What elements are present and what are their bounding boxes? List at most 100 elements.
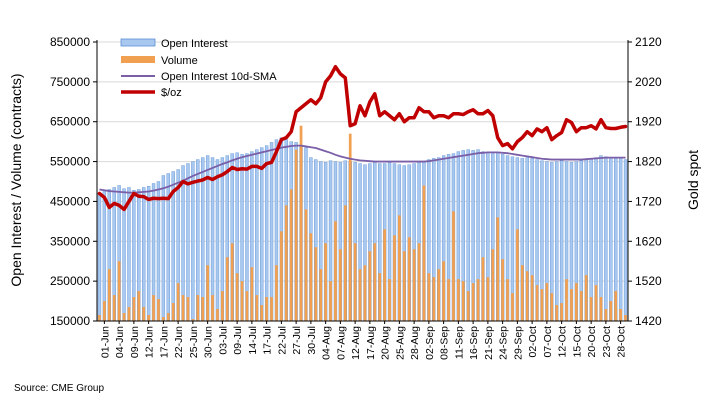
left-axis-ticks: 150000 250000 350000 450000 550000 650000 7500… — [50, 35, 97, 328]
volume-bar-04-Jun — [112, 295, 116, 321]
y2-tick-label-0: 1420 — [635, 314, 662, 328]
volume-bar-12-Oct — [565, 279, 568, 321]
volume-bar-26-Jun — [191, 319, 195, 321]
y2-tick-label-2: 1620 — [635, 234, 662, 248]
x-tick-label-14: 30-Jul — [306, 326, 318, 355]
oi-bar-09-Jun — [127, 187, 131, 322]
x-tick-label-16: 07-Aug — [335, 326, 347, 360]
volume-bar-09-Jun — [127, 307, 131, 321]
y-tick-label-3: 450000 — [50, 194, 90, 208]
oi-bar-01-Jun — [97, 193, 102, 322]
volume-bar-30-Jun — [201, 297, 205, 321]
volume-bar-02-Oct — [535, 285, 539, 321]
oi-bar-15-Jun — [146, 186, 151, 322]
oi-bar-12-Jun — [142, 187, 146, 322]
x-tick-label-27: 24-Sep — [498, 326, 510, 360]
x-tick-label-17: 12-Aug — [350, 326, 362, 360]
volume-bar-10-Aug — [343, 205, 347, 321]
volume-bar-05-Aug — [329, 281, 332, 321]
volume-bar-28-Oct — [624, 315, 627, 321]
y2-tick-label-1: 1520 — [635, 274, 662, 288]
volume-bar-15-Oct — [579, 291, 583, 321]
volume-bar-10-Jun — [132, 297, 136, 321]
legend-label-sma: Open Interest 10d-SMA — [161, 71, 277, 83]
x-tick-label-31: 12-Oct — [557, 326, 569, 358]
volume-bar-07-Sep — [442, 261, 445, 321]
y-tick-label-4: 550000 — [50, 155, 90, 169]
volume-bar-07-Jul — [225, 257, 229, 321]
y-axis-title: Open Interest / Volume (contracts) — [8, 73, 24, 286]
volume-bar-05-Jun — [117, 261, 121, 321]
volume-bar-03-Jul — [216, 309, 219, 321]
volume-bar-08-Sep — [447, 279, 450, 321]
oi-bar-17-Jul — [264, 145, 269, 322]
volume-bar-13-Jul — [245, 291, 249, 321]
volume-bar-02-Jul — [211, 295, 214, 321]
oi-bar-03-Jul — [215, 159, 220, 322]
volume-bar-19-Oct — [589, 297, 593, 321]
volume-bar-25-Aug — [398, 215, 401, 321]
volume-bar-19-Jun — [166, 313, 170, 321]
volume-bar-16-Oct — [584, 275, 588, 321]
volume-bar-14-Oct — [575, 283, 578, 321]
volume-bar-09-Jul — [235, 273, 239, 321]
x-tick-label-21: 28-Aug — [409, 326, 421, 360]
volume-bar-18-Aug — [373, 243, 377, 321]
volume-bar-30-Jul — [309, 233, 313, 321]
volume-bar-01-Sep — [422, 185, 426, 321]
oi-bar-16-Jul — [260, 147, 264, 322]
volume-bar-20-Oct — [594, 285, 598, 321]
x-tick-label-24: 11-Sep — [453, 326, 465, 359]
volume-bar-07-Aug — [339, 249, 342, 321]
volume-bar-18-Jun — [162, 317, 165, 321]
volume-bar-14-Aug — [363, 265, 367, 321]
x-tick-label-1: 04-Jun — [114, 326, 126, 358]
volume-bar-28-Jul — [299, 125, 303, 321]
right-axis-ticks: 1420 1520 1620 1720 1820 1920 2020 2120 — [628, 35, 662, 328]
volume-bar-17-Aug — [368, 251, 372, 321]
volume-bar-18-Sep — [486, 277, 490, 321]
volume-bar-26-Oct — [614, 291, 618, 321]
volume-bar-01-Jul — [206, 265, 209, 321]
volume-bar-04-Aug — [324, 243, 327, 321]
oi-bar-26-Jun — [191, 161, 195, 322]
volume-bar-11-Sep — [461, 281, 465, 321]
volume-bar-15-Sep — [471, 283, 475, 321]
oi-bar-23-Oct — [609, 157, 613, 322]
x-tick-label-8: 03-Jul — [217, 326, 229, 355]
x-tick-label-29: 02-Oct — [527, 326, 539, 358]
x-tick-label-13: 27-Jul — [291, 326, 303, 355]
x-tick-label-10: 14-Jul — [247, 326, 259, 355]
y2-axis-title: Gold spot — [685, 150, 701, 210]
volume-bar-02-Sep — [427, 273, 431, 321]
x-tick-label-7: 30-Jun — [203, 326, 215, 358]
oi-bar-30-Jun — [201, 157, 205, 322]
volume-bar-01-Jun — [98, 315, 101, 321]
x-tick-label-18: 17-Aug — [365, 326, 377, 360]
gold-price-line — [97, 64, 628, 212]
y-tick-label-5: 650000 — [50, 115, 90, 129]
volume-bar-14-Jul — [250, 267, 254, 321]
y-tick-label-0: 150000 — [50, 314, 90, 328]
volume-bar-09-Sep — [452, 211, 455, 321]
oi-bar-19-Oct — [589, 158, 593, 322]
volume-bar-17-Jun — [157, 299, 160, 321]
volume-bar-06-Aug — [334, 221, 337, 321]
volume-bar-24-Sep — [506, 279, 509, 321]
x-tick-label-0: 01-Jun — [99, 326, 111, 358]
volume-bar-27-Jul — [294, 149, 298, 321]
y-tick-label-1: 250000 — [50, 274, 90, 288]
x-tick-label-20: 25-Aug — [394, 326, 406, 360]
oi-bar-08-Oct — [555, 161, 559, 322]
volume-bar-15-Jun — [147, 315, 150, 321]
volume-bar-22-Jul — [280, 231, 283, 321]
volume-bar-16-Jul — [260, 305, 264, 321]
volume-bar-29-Sep — [520, 265, 524, 321]
volume-bar-29-Jun — [196, 295, 200, 321]
legend-swatch-volume — [121, 56, 155, 63]
x-tick-label-15: 04-Aug — [321, 326, 333, 360]
volume-bar-08-Oct — [555, 305, 559, 321]
x-tick-label-2: 09-Jun — [129, 326, 141, 358]
y2-tick-label-6: 2020 — [635, 75, 662, 89]
